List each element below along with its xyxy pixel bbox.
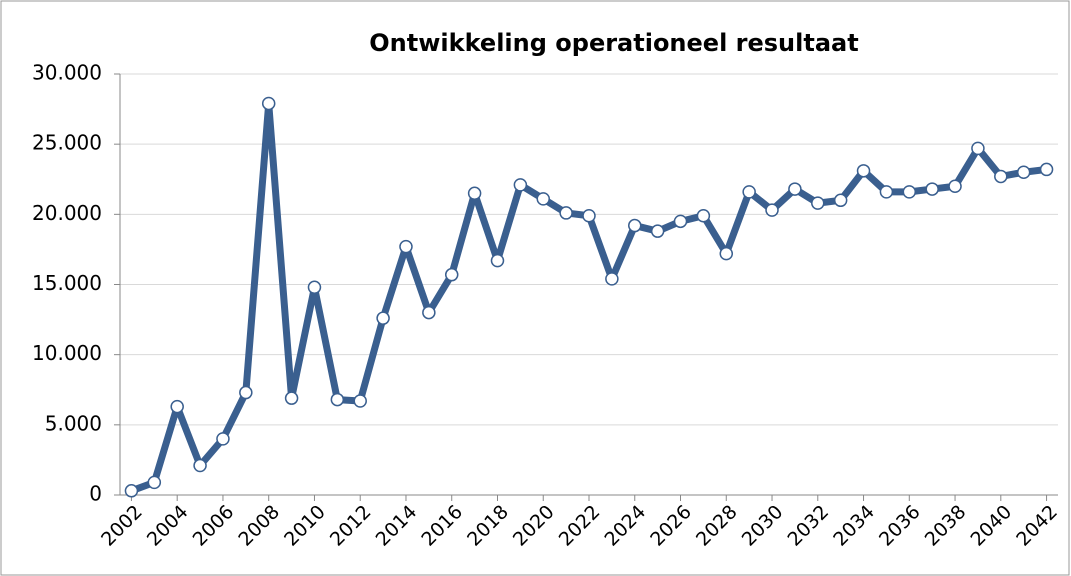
data-point xyxy=(353,394,367,408)
data-point xyxy=(582,208,596,223)
data-point xyxy=(765,203,779,217)
data-point xyxy=(948,179,962,194)
data-point xyxy=(1039,162,1054,177)
data-point xyxy=(399,239,413,254)
data-point xyxy=(833,193,848,208)
data-point xyxy=(307,280,322,295)
data-point xyxy=(330,392,345,407)
data-point xyxy=(879,185,894,199)
data-point xyxy=(925,182,939,196)
data-point xyxy=(490,253,505,268)
data-point xyxy=(902,185,917,199)
data-point xyxy=(261,96,276,111)
data-point xyxy=(1016,165,1031,179)
y-tick-label: 10.000 xyxy=(32,341,102,365)
data-point xyxy=(124,484,139,498)
data-point xyxy=(742,185,756,199)
data-point xyxy=(719,246,734,261)
data-point xyxy=(467,186,482,201)
data-point xyxy=(994,169,1008,184)
data-point xyxy=(513,178,528,192)
y-tick-label: 25.000 xyxy=(32,131,102,155)
data-point xyxy=(696,208,711,223)
data-point xyxy=(170,399,184,414)
y-tick-label: 5.000 xyxy=(45,411,102,435)
data-point xyxy=(788,182,802,196)
data-point xyxy=(971,141,985,156)
data-point xyxy=(673,214,688,229)
data-point xyxy=(811,196,825,210)
data-point xyxy=(376,311,390,325)
data-point xyxy=(536,192,550,206)
data-point xyxy=(239,385,253,400)
y-tick-label: 20.000 xyxy=(32,201,102,225)
y-tick-label: 15.000 xyxy=(32,271,102,295)
data-point xyxy=(605,272,619,286)
data-point xyxy=(284,391,299,405)
y-tick-label: 30.000 xyxy=(32,61,102,85)
data-point xyxy=(559,206,573,220)
data-point xyxy=(444,267,459,282)
data-point xyxy=(422,305,436,320)
y-tick-label: 0 xyxy=(89,482,102,506)
chart-title: Ontwikkeling operationeel resultaat xyxy=(369,29,858,57)
data-point xyxy=(147,475,162,490)
data-point xyxy=(856,164,871,178)
data-point xyxy=(193,458,207,473)
data-point xyxy=(628,218,642,233)
data-point xyxy=(650,224,665,238)
data-point xyxy=(216,432,230,446)
